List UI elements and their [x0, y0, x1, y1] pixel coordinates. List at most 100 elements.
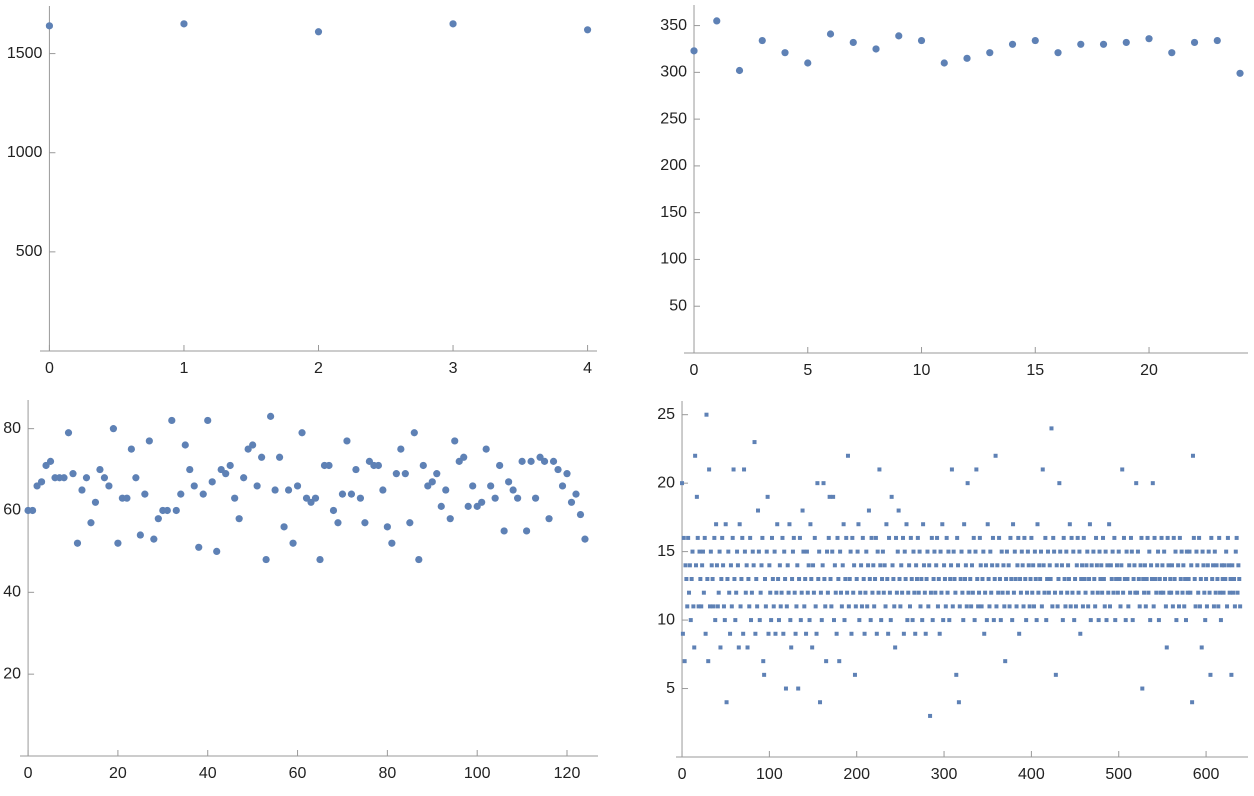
point: [699, 604, 704, 609]
point: [1162, 549, 1167, 554]
point: [1216, 604, 1221, 609]
point: [1080, 604, 1085, 609]
point: [114, 539, 122, 547]
point: [790, 577, 795, 581]
point: [1010, 618, 1015, 623]
point: [758, 36, 766, 45]
point: [141, 490, 149, 498]
point: [1051, 535, 1056, 540]
point: [123, 494, 131, 502]
point: [869, 535, 874, 540]
point: [1124, 549, 1129, 554]
point: [799, 590, 804, 595]
point: [1232, 604, 1237, 609]
point: [992, 577, 997, 581]
point: [899, 563, 904, 568]
y-tick-label: 5: [666, 680, 675, 697]
point: [736, 645, 741, 650]
point: [284, 486, 293, 494]
point: [882, 563, 887, 568]
point: [687, 563, 692, 568]
point: [1207, 590, 1212, 595]
point: [695, 535, 700, 540]
point: [464, 502, 472, 510]
point: [1006, 563, 1011, 568]
point: [1110, 549, 1115, 554]
point: [733, 618, 738, 623]
point: [1209, 535, 1214, 540]
point: [846, 604, 851, 609]
point: [1168, 49, 1176, 57]
point: [1004, 577, 1009, 581]
point: [1158, 590, 1163, 595]
point: [1160, 563, 1165, 568]
point: [970, 563, 975, 568]
point: [226, 461, 234, 470]
point: [1091, 549, 1096, 554]
point: [1123, 618, 1128, 623]
point: [1173, 549, 1178, 554]
point: [821, 481, 826, 486]
point: [885, 577, 890, 581]
point: [813, 604, 818, 609]
point: [1031, 36, 1039, 45]
point: [911, 549, 916, 554]
point: [1225, 535, 1230, 540]
point: [1163, 604, 1168, 609]
point: [797, 535, 802, 540]
point: [1115, 590, 1120, 595]
point: [1107, 522, 1112, 527]
point: [1108, 604, 1113, 609]
point: [311, 494, 320, 502]
point: [1136, 577, 1141, 581]
point: [985, 522, 990, 527]
point: [199, 490, 207, 498]
point: [154, 515, 162, 523]
point: [1126, 604, 1131, 609]
point: [96, 465, 104, 474]
point: [1200, 549, 1205, 554]
point: [46, 457, 55, 465]
x-tick-label: 20: [1140, 362, 1158, 379]
point: [951, 549, 956, 554]
point: [804, 631, 809, 636]
point: [683, 563, 688, 568]
point: [680, 631, 685, 636]
point: [980, 577, 985, 581]
point: [959, 549, 964, 554]
point: [909, 577, 914, 581]
point: [1019, 549, 1024, 554]
y-tick-label: 300: [660, 64, 687, 81]
point: [1087, 522, 1092, 527]
point: [993, 453, 998, 458]
point: [1213, 590, 1218, 595]
point: [877, 467, 882, 472]
point: [449, 20, 457, 28]
point: [783, 577, 788, 581]
point: [379, 486, 387, 494]
point: [1047, 563, 1052, 568]
point: [1145, 535, 1150, 540]
point: [976, 590, 981, 595]
point: [686, 535, 691, 540]
point: [776, 577, 781, 581]
point: [1100, 590, 1105, 595]
point: [964, 604, 969, 609]
point: [711, 604, 716, 609]
x-tick-label: 2: [314, 360, 323, 377]
point: [983, 590, 988, 595]
y-tick-label: 20: [3, 665, 21, 682]
point: [818, 700, 823, 705]
point: [872, 45, 880, 53]
point: [1053, 672, 1058, 677]
point: [316, 555, 324, 564]
point: [1017, 631, 1022, 636]
point: [868, 618, 873, 623]
point: [1018, 577, 1023, 581]
point: [709, 563, 714, 568]
point: [774, 590, 779, 595]
point: [1039, 604, 1044, 609]
point: [1060, 618, 1065, 623]
point: [1134, 481, 1139, 486]
point: [994, 604, 999, 609]
